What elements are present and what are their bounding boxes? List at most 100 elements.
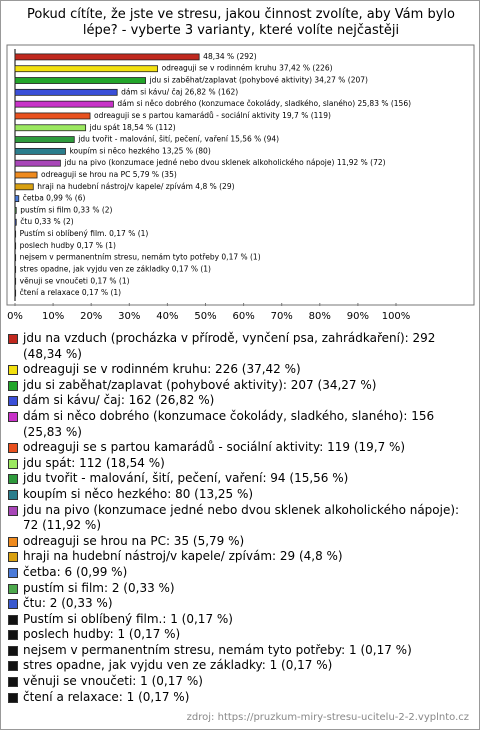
legend-item: stres opadne, jak vyjdu ven ze základky:…	[7, 658, 469, 674]
bar	[14, 53, 200, 61]
legend-swatch	[8, 583, 18, 594]
x-tick-label: 50%	[194, 311, 216, 322]
chart: 0% 10% 20% 30% 40% 50% 60% 70% 80% 90% 100% 48,34 %…	[6, 44, 475, 322]
legend-item: čtu: 2 (0,33 %)	[7, 596, 469, 612]
plot-frame	[6, 44, 475, 306]
legend-label: jdu tvořit - malování, šití, pečení, vař…	[23, 471, 349, 486]
bar	[14, 195, 20, 203]
bar	[14, 112, 91, 120]
x-tick-label: 40%	[156, 311, 178, 322]
value-label: jdu si zaběhat/zaplavat (pohybové aktivi…	[149, 76, 368, 85]
value-label: odreaguji se v rodinném kruhu 37,42 % (2…	[162, 64, 333, 73]
legend-item: jdu na vzduch (procházka v přírodě, vynč…	[7, 331, 469, 362]
legend-item: jdu na pivo (konzumace jedné nebo dvou s…	[7, 503, 469, 534]
legend-swatch	[8, 458, 18, 469]
legend-item: čtení a relaxace: 1 (0,17 %)	[7, 690, 469, 706]
legend-item: dám si kávu/ čaj: 162 (26,82 %)	[7, 393, 469, 409]
bar	[14, 65, 158, 73]
legend-swatch	[8, 489, 18, 500]
value-label: nejsem v permanentním stresu, nemám tyto…	[20, 253, 261, 262]
value-label: jdu spát 18,54 % (112)	[89, 123, 176, 132]
legend-swatch	[8, 505, 18, 516]
legend-item: poslech hudby: 1 (0,17 %)	[7, 627, 469, 643]
x-tick-label: 100%	[382, 311, 411, 322]
legend-label: Pustím si oblíbený film.: 1 (0,17 %)	[23, 611, 233, 626]
legend-item: nejsem v permanentním stresu, nemám tyto…	[7, 643, 469, 659]
legend-label: dám si něco dobrého (konzumace čokolády,…	[23, 408, 435, 439]
legend-swatch	[8, 599, 18, 610]
value-label: poslech hudby 0,17 % (1)	[20, 241, 116, 250]
bar	[14, 147, 66, 155]
value-label: stres opadne, jak vyjdu ven ze základky …	[20, 264, 211, 273]
legend-item: četba: 6 (0,99 %)	[7, 565, 469, 581]
legend-label: poslech hudby: 1 (0,17 %)	[23, 627, 181, 642]
bar	[14, 207, 17, 214]
bar	[14, 100, 114, 108]
value-label: odreaguji se hrou na PC 5,79 % (35)	[41, 170, 177, 179]
bar	[14, 77, 146, 84]
legend-swatch	[8, 692, 18, 703]
legend-item: odreaguji se s partou kamarádů - sociáln…	[7, 440, 469, 456]
bar	[14, 242, 17, 250]
bar	[14, 136, 75, 143]
legend-label: dám si kávu/ čaj: 162 (26,82 %)	[23, 393, 215, 408]
chart-title: Pokud cítíte, že jste ve stresu, jakou č…	[27, 7, 455, 38]
value-label: jdu tvořit - malování, šití, pečení, vař…	[77, 135, 279, 144]
source: zdroj: https://pruzkum-miry-stresu-ucite…	[186, 712, 469, 723]
x-tick-label: 60%	[232, 311, 254, 322]
legend-item: jdu spát: 112 (18,54 %)	[7, 456, 469, 472]
legend-item: odreaguji se hrou na PC: 35 (5,79 %)	[7, 534, 469, 550]
x-tick-label: 90%	[347, 311, 369, 322]
legend-swatch	[8, 443, 18, 454]
legend-label: čtu: 2 (0,33 %)	[23, 596, 113, 611]
value-label: jdu na pivo (konzumace jedné nebo dvou s…	[63, 158, 385, 167]
legend-swatch	[8, 567, 18, 578]
legend-item: jdu si zaběhat/zaplavat (pohybové aktivi…	[7, 378, 469, 394]
value-label: věnuji se vnoučeti 0,17 % (1)	[20, 276, 130, 285]
legend-label: odreaguji se s partou kamarádů - sociáln…	[23, 440, 406, 455]
legend-label: četba: 6 (0,99 %)	[23, 564, 128, 579]
legend-label: jdu na vzduch (procházka v přírodě, vynč…	[23, 331, 436, 361]
bar	[14, 277, 17, 285]
value-label: odreaguji se s partou kamarádů - sociáln…	[94, 111, 331, 120]
legend-swatch	[8, 645, 18, 656]
bar	[14, 183, 34, 191]
bar	[14, 171, 38, 179]
bar	[14, 266, 17, 273]
x-tick-label: 0%	[7, 311, 23, 322]
bar	[14, 254, 17, 262]
value-label: 48,34 % (292)	[203, 52, 257, 61]
bar	[14, 159, 61, 167]
x-tick-label: 70%	[271, 311, 293, 322]
legend-swatch	[8, 334, 18, 344]
legend-label: věnuji se vnoučeti: 1 (0,17 %)	[23, 674, 203, 689]
legend-label: jdu spát: 112 (18,54 %)	[23, 455, 165, 470]
value-label: Pustím si oblíbený film. 0,17 % (1)	[20, 229, 149, 238]
value-label: četba 0,99 % (6)	[23, 194, 86, 203]
legend-label: hraji na hudební nástroj/v kapele/ zpívá…	[23, 549, 343, 564]
legend-swatch	[8, 536, 18, 547]
legend-label: jdu na pivo (konzumace jedné nebo dvou s…	[23, 502, 460, 533]
legend-label: koupím si něco hezkého: 80 (13,25 %)	[23, 486, 254, 501]
legend-label: čtení a relaxace: 1 (0,17 %)	[23, 689, 190, 704]
legend-swatch	[8, 677, 18, 688]
value-label: hraji na hudební nástroj/v kapele/ zpívá…	[37, 182, 234, 191]
value-label: pustím si film 0,33 % (2)	[20, 205, 112, 214]
legend-swatch	[8, 661, 18, 672]
bar	[14, 218, 17, 226]
legend-swatch	[8, 380, 18, 391]
legend-item: jdu tvořit - malování, šití, pečení, vař…	[7, 471, 469, 487]
legend-item: věnuji se vnoučeti: 1 (0,17 %)	[7, 674, 469, 690]
legend-item: pustím si film: 2 (0,33 %)	[7, 581, 469, 597]
legend-label: pustím si film: 2 (0,33 %)	[23, 580, 175, 595]
legend-swatch	[8, 630, 18, 641]
legend-swatch	[8, 396, 18, 407]
legend: jdu na vzduch (procházka v přírodě, vynč…	[7, 331, 469, 705]
legend-swatch	[8, 365, 18, 376]
x-tick-label: 80%	[309, 311, 331, 322]
legend-item: Pustím si oblíbený film.: 1 (0,17 %)	[7, 612, 469, 628]
legend-label: jdu si zaběhat/zaplavat (pohybové aktivi…	[23, 377, 377, 392]
legend-item: dám si něco dobrého (konzumace čokolády,…	[7, 409, 469, 440]
bar	[14, 230, 17, 238]
